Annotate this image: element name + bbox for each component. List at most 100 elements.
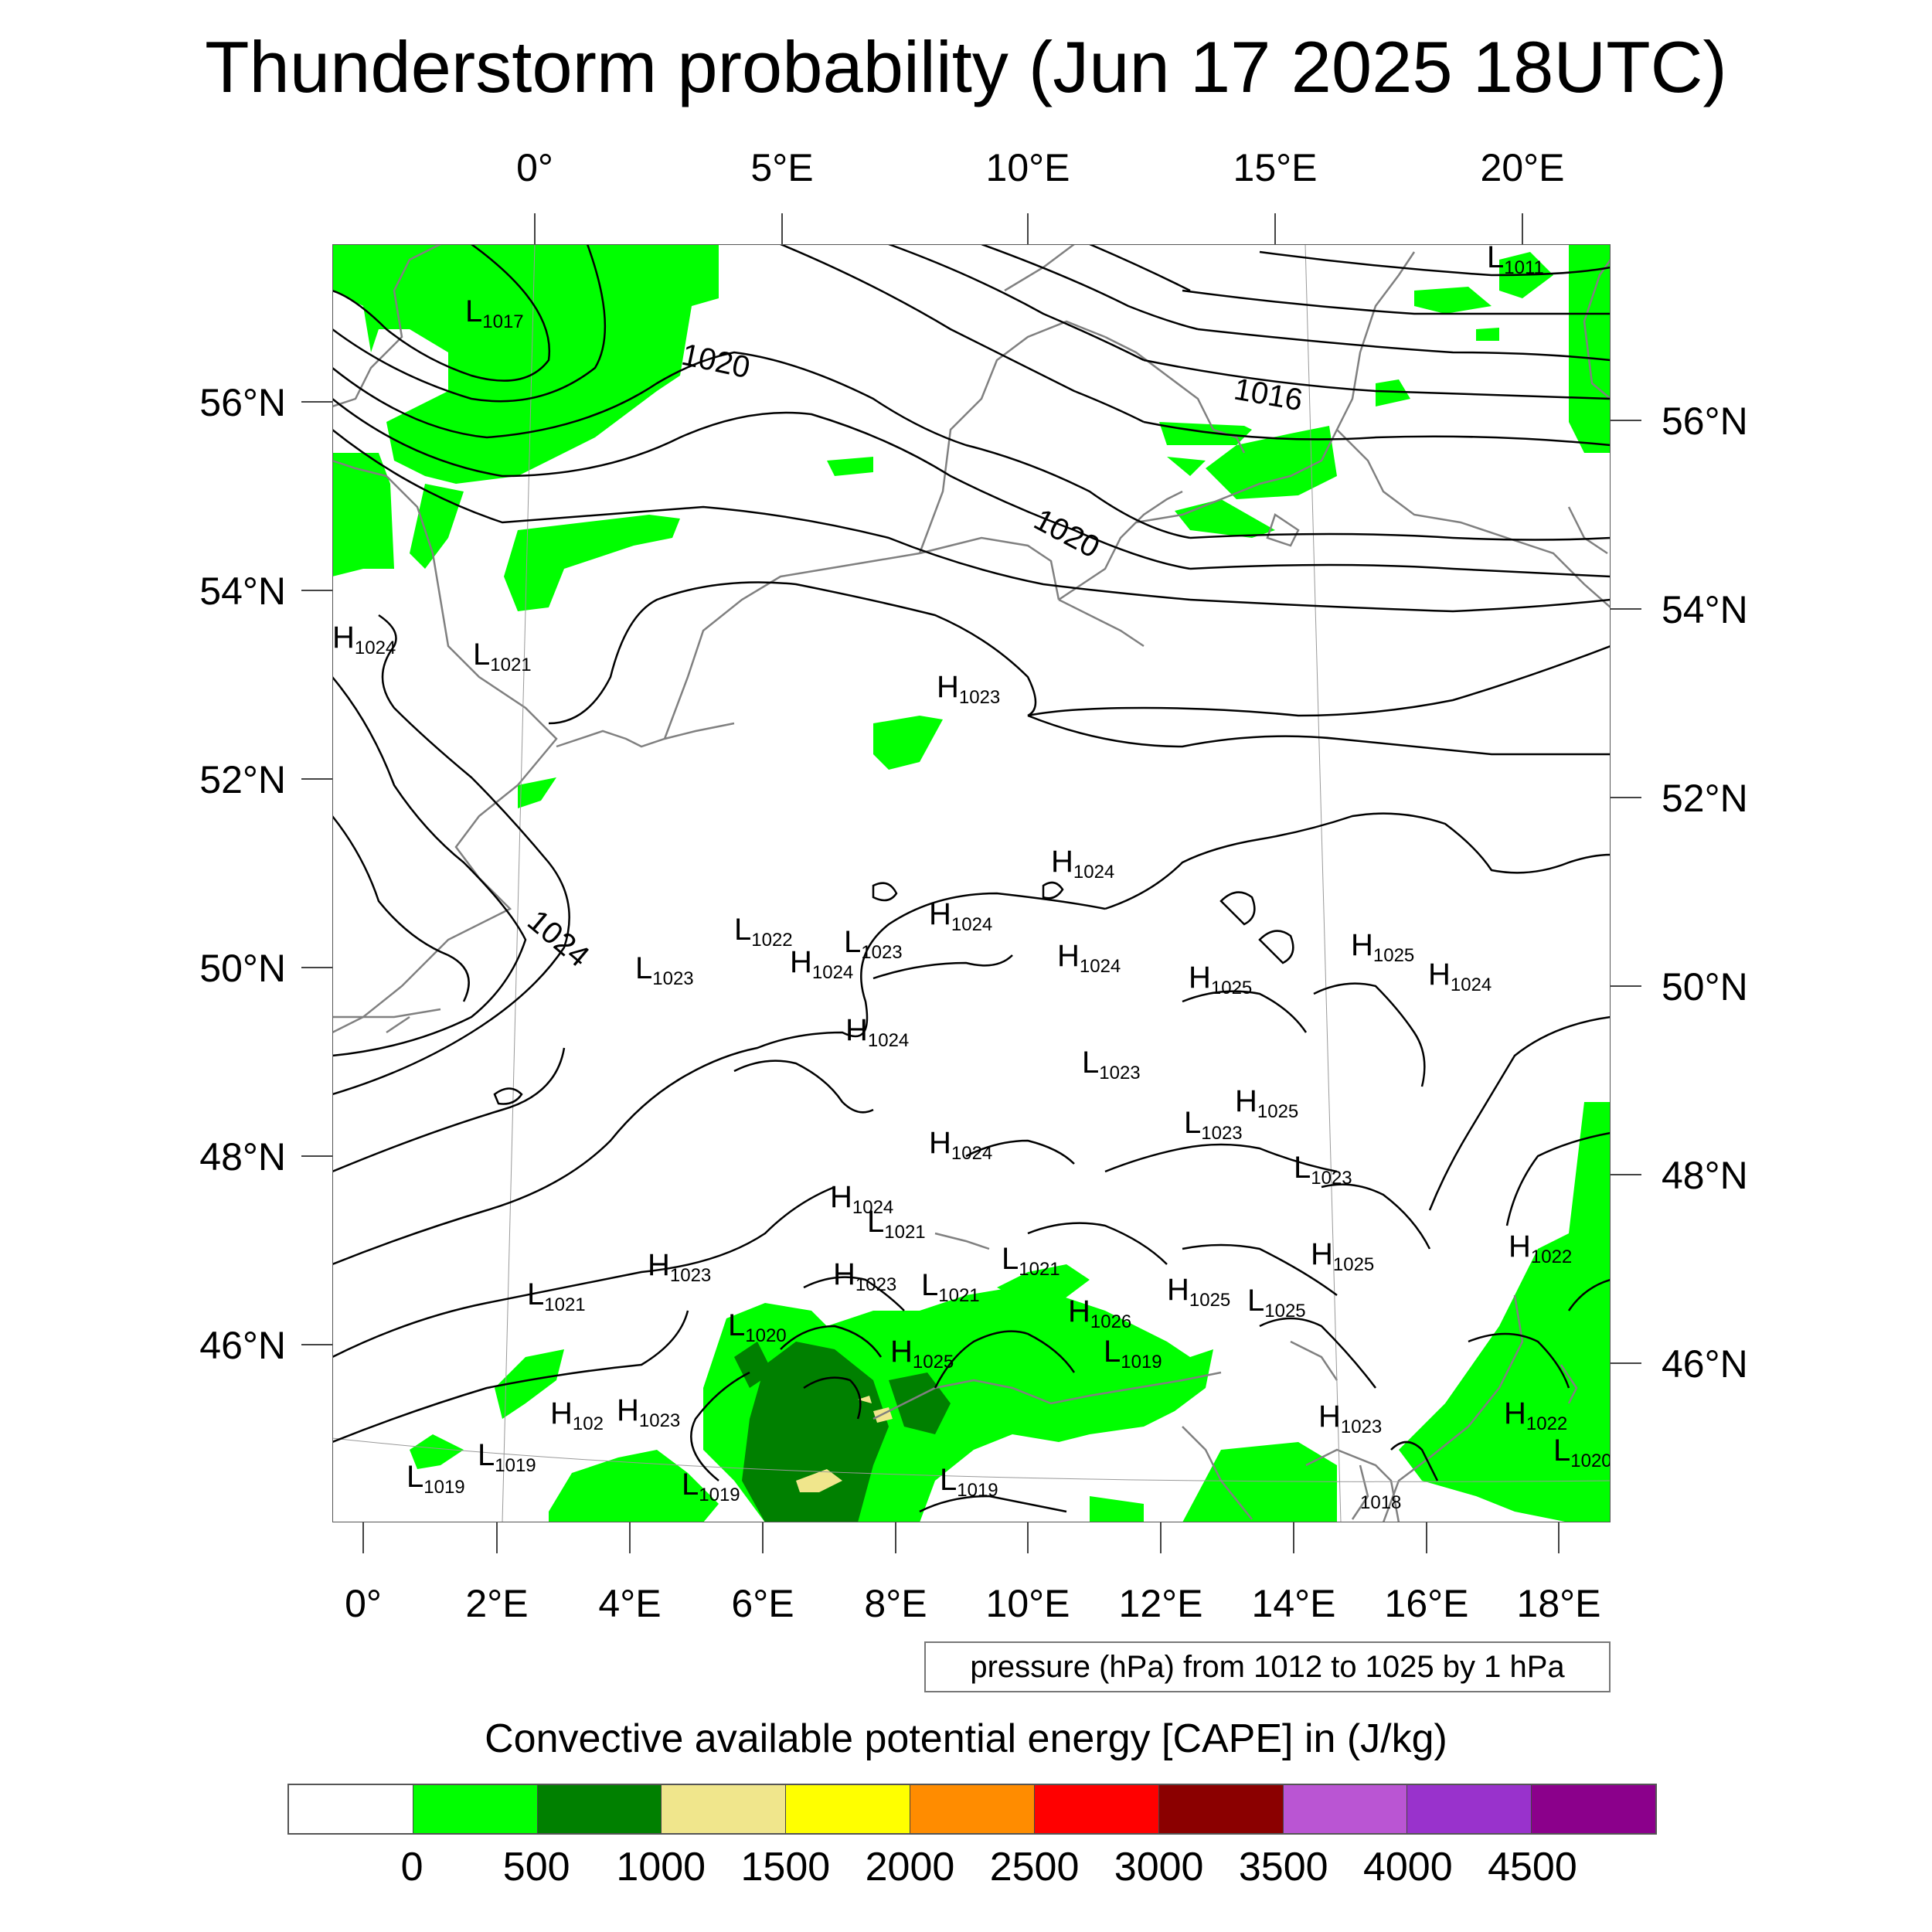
colorbar-swatch	[1532, 1785, 1655, 1833]
pressure-center: L1019	[940, 1463, 998, 1501]
colorbar-label: 2500	[989, 1845, 1080, 1889]
pressure-center: H1025	[1235, 1084, 1298, 1122]
colorbar-swatch	[910, 1785, 1035, 1833]
pressure-centers: L1017 L1011 H1024 L1021 H1023 H1024 H102…	[332, 244, 1611, 1513]
pressure-center: H1025	[1167, 1273, 1230, 1311]
pressure-center: L1023	[1184, 1106, 1243, 1144]
right-lat-tick-50n: 50°N	[1662, 965, 1748, 1009]
pressure-contour-note: pressure (hPa) from 1012 to 1025 by 1 hP…	[924, 1641, 1611, 1692]
right-lat-tick-46n: 46°N	[1662, 1342, 1748, 1386]
bottom-lon-tick-18e: 18°E	[1516, 1582, 1601, 1625]
bottom-lon-tick-10e: 10°E	[985, 1582, 1070, 1625]
top-lon-tick-20e: 20°E	[1480, 146, 1565, 189]
right-lat-tick-56n: 56°N	[1662, 400, 1748, 443]
pressure-center: H1025	[1189, 961, 1252, 998]
pressure-center: H1024	[790, 945, 853, 983]
bottom-lon-tick-6e: 6°E	[731, 1582, 794, 1625]
colorbar-swatch	[1034, 1785, 1159, 1833]
top-lon-tick-0: 0°	[516, 146, 553, 189]
right-lat-tick-52n: 52°N	[1662, 777, 1748, 820]
pressure-center: H1024	[929, 1126, 992, 1164]
pressure-center: L1019	[478, 1438, 536, 1476]
colorbar-swatch	[1407, 1785, 1532, 1833]
pressure-center: H1024	[1051, 845, 1114, 883]
pressure-center: L1021	[473, 638, 532, 675]
bottom-lon-tick-4e: 4°E	[598, 1582, 662, 1625]
pressure-center: L1020	[728, 1308, 787, 1346]
bottom-lon-tick-16e: 16°E	[1384, 1582, 1469, 1625]
pressure-center: H1023	[617, 1393, 680, 1431]
pressure-center: H1023	[1318, 1400, 1382, 1437]
pressure-center: L1021	[1002, 1242, 1060, 1280]
bottom-lon-tick-12e: 12°E	[1118, 1582, 1203, 1625]
pressure-center: L1021	[921, 1268, 980, 1306]
colorbar-label: 500	[502, 1845, 570, 1889]
bottom-lon-tick-14e: 14°E	[1251, 1582, 1336, 1625]
graticule	[332, 244, 1611, 1522]
pressure-center: L1023	[844, 925, 903, 963]
top-lon-tick-15e: 15°E	[1233, 146, 1318, 189]
isobars	[332, 244, 1611, 1513]
pressure-center: L1023	[1082, 1046, 1141, 1083]
colorbar-label: 0	[400, 1845, 423, 1889]
colorbar-label: 4500	[1488, 1845, 1577, 1889]
pressure-center: H1024	[929, 897, 992, 935]
top-lon-tick-10e: 10°E	[985, 146, 1070, 189]
map-title: Thunderstorm probability (Jun 17 2025 18…	[205, 26, 1727, 107]
pressure-center: L1023	[635, 951, 694, 989]
pressure-center: L1021	[867, 1205, 926, 1243]
right-lat-tick-54n: 54°N	[1662, 588, 1748, 631]
pressure-center: H1025	[890, 1335, 954, 1372]
pressure-center: L1011	[1487, 244, 1544, 278]
pressure-center: L1019	[1104, 1335, 1162, 1372]
pressure-center: H1024	[830, 1180, 893, 1218]
colorbar-label: 3000	[1114, 1845, 1204, 1889]
pressure-center: H102	[550, 1396, 604, 1434]
pressure-center: L1019	[682, 1468, 740, 1505]
pressure-center: L1017	[465, 294, 524, 332]
pressure-center: L1020	[1553, 1434, 1611, 1471]
colorbar-swatch	[537, 1785, 662, 1833]
right-lat-tick-48n: 48°N	[1662, 1154, 1748, 1197]
cape-shading	[332, 244, 1611, 1522]
cape-colorbar	[287, 1784, 1657, 1835]
pressure-center: H1024	[332, 621, 396, 658]
bottom-lon-tick-8e: 8°E	[864, 1582, 927, 1625]
pressure-center: H1023	[937, 670, 1000, 708]
pressure-center: L1019	[406, 1460, 465, 1498]
colorbar-swatch	[1158, 1785, 1284, 1833]
bottom-lon-tick-0: 0°	[345, 1582, 382, 1625]
pressure-center: H1022	[1504, 1396, 1567, 1434]
colorbar-label: 2000	[865, 1845, 955, 1889]
pressure-center: H1025	[1311, 1237, 1374, 1275]
left-lat-tick-52n: 52°N	[199, 758, 286, 801]
left-lat-tick-56n: 56°N	[199, 381, 286, 424]
colorbar-label: 1500	[740, 1845, 831, 1889]
colorbar-label: 3500	[1238, 1845, 1328, 1889]
colorbar-swatch	[413, 1785, 538, 1833]
pressure-center: H1026	[1068, 1294, 1131, 1332]
pressure-center: H1025	[1351, 928, 1414, 966]
pressure-center: 1018	[1360, 1492, 1401, 1513]
pressure-center: L1023	[1294, 1151, 1352, 1189]
colorbar-swatch	[662, 1785, 787, 1833]
colorbar-swatch	[289, 1785, 413, 1833]
colorbar-title: Convective available potential energy [C…	[485, 1716, 1447, 1761]
weather-map: 1020 1016 1020 1024 L1017 L1011 H1024 L1…	[332, 244, 1611, 1522]
left-lat-tick-50n: 50°N	[199, 947, 286, 990]
pressure-center: L1021	[527, 1277, 586, 1315]
colorbar-label: 4000	[1362, 1845, 1453, 1889]
colorbar-swatch	[786, 1785, 911, 1833]
left-lat-tick-46n: 46°N	[199, 1324, 286, 1367]
pressure-center: H1024	[1428, 957, 1492, 995]
pressure-center: H1023	[833, 1257, 896, 1295]
colorbar-swatch	[1283, 1785, 1408, 1833]
pressure-center: L1025	[1247, 1284, 1306, 1321]
cape-colorbar-labels: 0 500 1000 1500 2000 2500 3000 3500 4000 4500	[287, 1844, 1657, 1898]
left-lat-tick-54n: 54°N	[199, 570, 286, 613]
top-lon-tick-5e: 5°E	[750, 146, 814, 189]
colorbar-label: 1000	[616, 1845, 706, 1889]
bottom-lon-tick-2e: 2°E	[465, 1582, 529, 1625]
pressure-center: H1023	[648, 1248, 711, 1286]
